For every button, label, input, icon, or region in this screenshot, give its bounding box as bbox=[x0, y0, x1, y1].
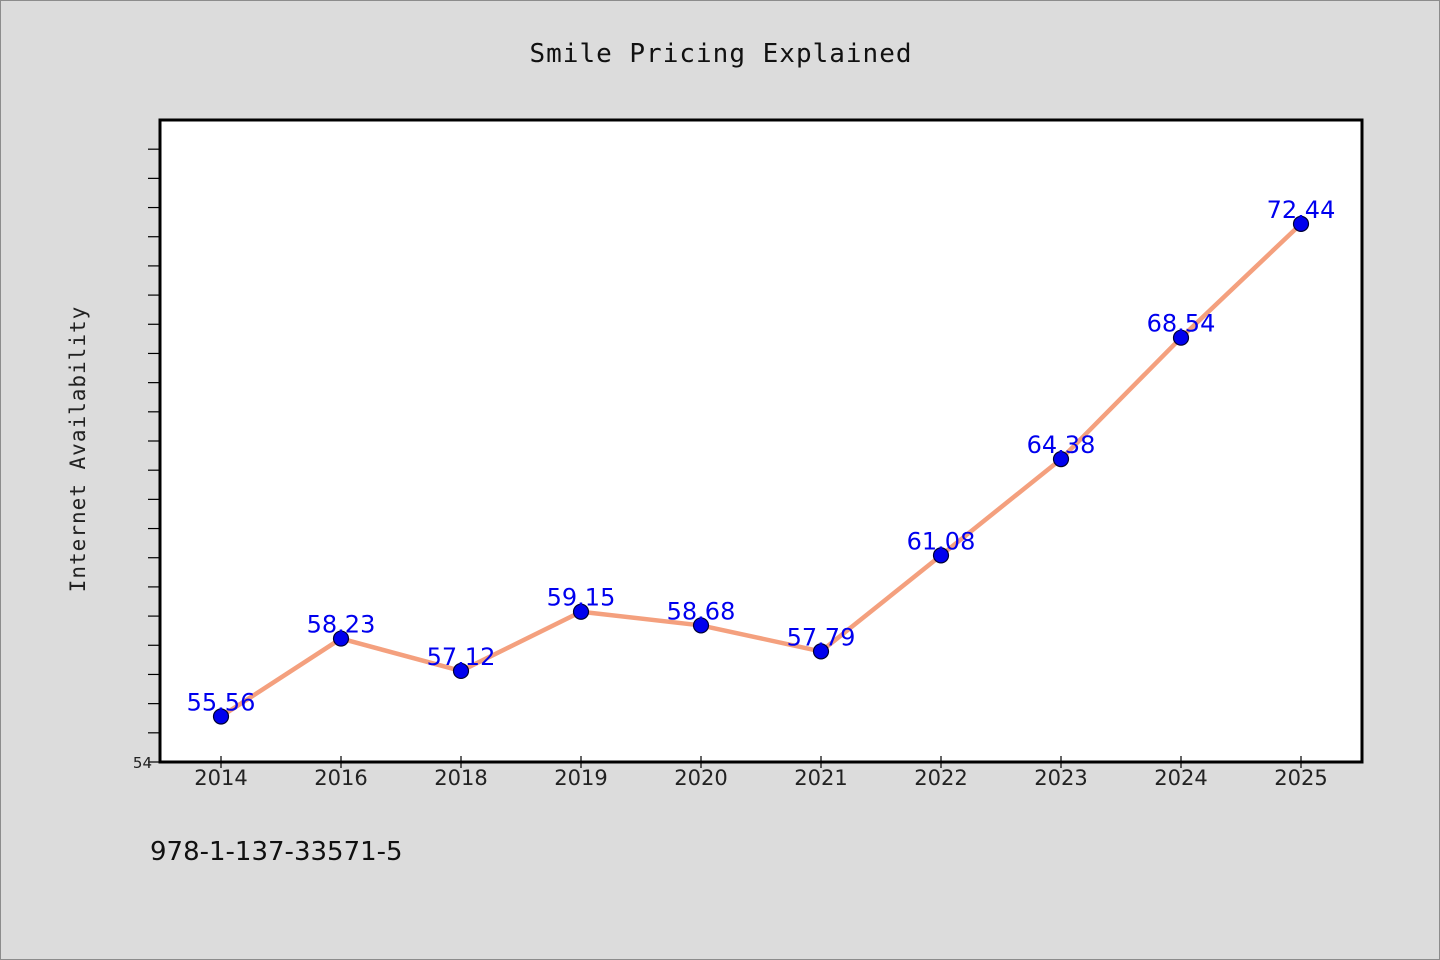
data-point bbox=[212, 708, 230, 725]
data-label: 64.38 bbox=[1027, 431, 1096, 459]
data-label: 55.56 bbox=[187, 688, 256, 716]
data-label: 58.68 bbox=[667, 597, 736, 625]
data-label: 72.44 bbox=[1267, 196, 1336, 224]
x-tick-label: 2019 bbox=[554, 766, 607, 790]
chart-title: Smile Pricing Explained bbox=[529, 39, 912, 69]
x-tick-label: 2014 bbox=[194, 766, 247, 790]
y-axis-ticks: 54 bbox=[133, 148, 160, 772]
x-tick-label: 2018 bbox=[434, 766, 487, 790]
data-point bbox=[332, 630, 350, 647]
data-label: 59.15 bbox=[547, 584, 616, 612]
data-label: 57.79 bbox=[787, 623, 856, 651]
plot-area bbox=[158, 118, 1364, 764]
x-tick-label: 2021 bbox=[794, 766, 847, 790]
x-tick-label: 2025 bbox=[1274, 766, 1327, 790]
series-line-group bbox=[218, 221, 1304, 719]
y-axis-label: Internet Availability bbox=[66, 306, 90, 593]
series-line bbox=[218, 221, 1304, 719]
data-point bbox=[1172, 329, 1190, 346]
data-point bbox=[572, 603, 590, 620]
data-label: 58.23 bbox=[307, 611, 376, 639]
data-labels: 55.56 58.23 57.12 59.15 58.68 57.79 61.08 64.38… bbox=[187, 196, 1336, 717]
x-axis-ticks: 2014 2016 2018 2019 2020 2021 2022 2023 2024 2025 bbox=[194, 756, 1328, 790]
data-point bbox=[452, 662, 470, 680]
x-tick-label: 2016 bbox=[314, 766, 367, 790]
data-point bbox=[692, 617, 710, 634]
data-markers bbox=[212, 215, 1310, 725]
data-point bbox=[932, 547, 950, 564]
y-tick-label: 54 bbox=[133, 754, 152, 772]
data-point bbox=[812, 643, 830, 660]
footer-code: 978-1-137-33571-5 bbox=[150, 837, 403, 867]
x-tick-label: 2022 bbox=[914, 766, 967, 790]
data-point bbox=[1052, 450, 1070, 468]
data-label: 61.08 bbox=[907, 527, 976, 555]
data-label: 68.54 bbox=[1147, 310, 1216, 338]
data-label: 57.12 bbox=[427, 643, 496, 671]
x-tick-label: 2020 bbox=[674, 766, 727, 790]
x-tick-label: 2023 bbox=[1034, 766, 1087, 790]
x-tick-label: 2024 bbox=[1154, 766, 1207, 790]
data-point bbox=[1292, 215, 1310, 232]
